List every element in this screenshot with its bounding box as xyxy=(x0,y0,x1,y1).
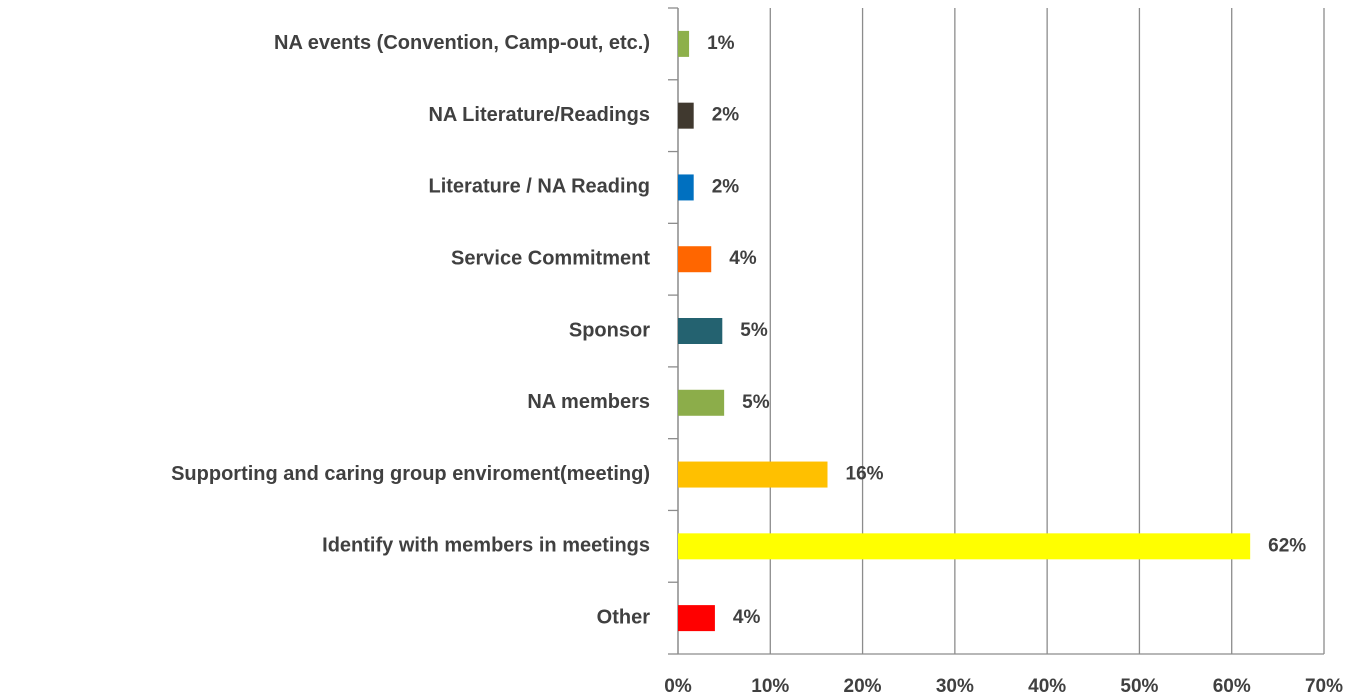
bar xyxy=(678,246,712,273)
value-label: 5% xyxy=(742,392,770,413)
x-tick-label: 50% xyxy=(1120,676,1158,697)
x-tick-label: 10% xyxy=(751,676,789,697)
bar xyxy=(678,533,1251,560)
x-tick-label: 20% xyxy=(844,676,882,697)
value-label: 1% xyxy=(707,33,735,54)
bar xyxy=(678,605,715,632)
bar xyxy=(678,102,694,129)
category-label: Other xyxy=(597,606,651,628)
category-label: Sponsor xyxy=(569,319,650,341)
bar xyxy=(678,174,694,201)
bar xyxy=(678,389,725,416)
value-label: 2% xyxy=(712,105,740,126)
x-tick-label: 0% xyxy=(664,676,692,697)
x-tick-label: 30% xyxy=(936,676,974,697)
value-label: 2% xyxy=(712,176,740,197)
bar xyxy=(678,461,828,488)
category-label: Service Commitment xyxy=(451,248,650,270)
category-label: NA members xyxy=(527,391,650,413)
value-label: 4% xyxy=(733,607,761,628)
category-label: NA events (Convention, Camp-out, etc.) xyxy=(274,32,650,54)
bar xyxy=(678,30,690,57)
x-tick-label: 60% xyxy=(1213,676,1251,697)
bar xyxy=(678,318,723,344)
value-label: 16% xyxy=(846,464,884,485)
value-label: 4% xyxy=(729,248,757,269)
value-label: 5% xyxy=(740,320,768,341)
category-label: Literature / NA Reading xyxy=(428,176,650,198)
value-label: 62% xyxy=(1268,535,1306,556)
category-label: NA Literature/Readings xyxy=(428,104,650,126)
x-tick-label: 40% xyxy=(1028,676,1066,697)
x-tick-label: 70% xyxy=(1305,676,1343,697)
category-label: Supporting and caring group enviroment(m… xyxy=(171,463,650,485)
category-label: Identify with members in meetings xyxy=(322,535,650,557)
